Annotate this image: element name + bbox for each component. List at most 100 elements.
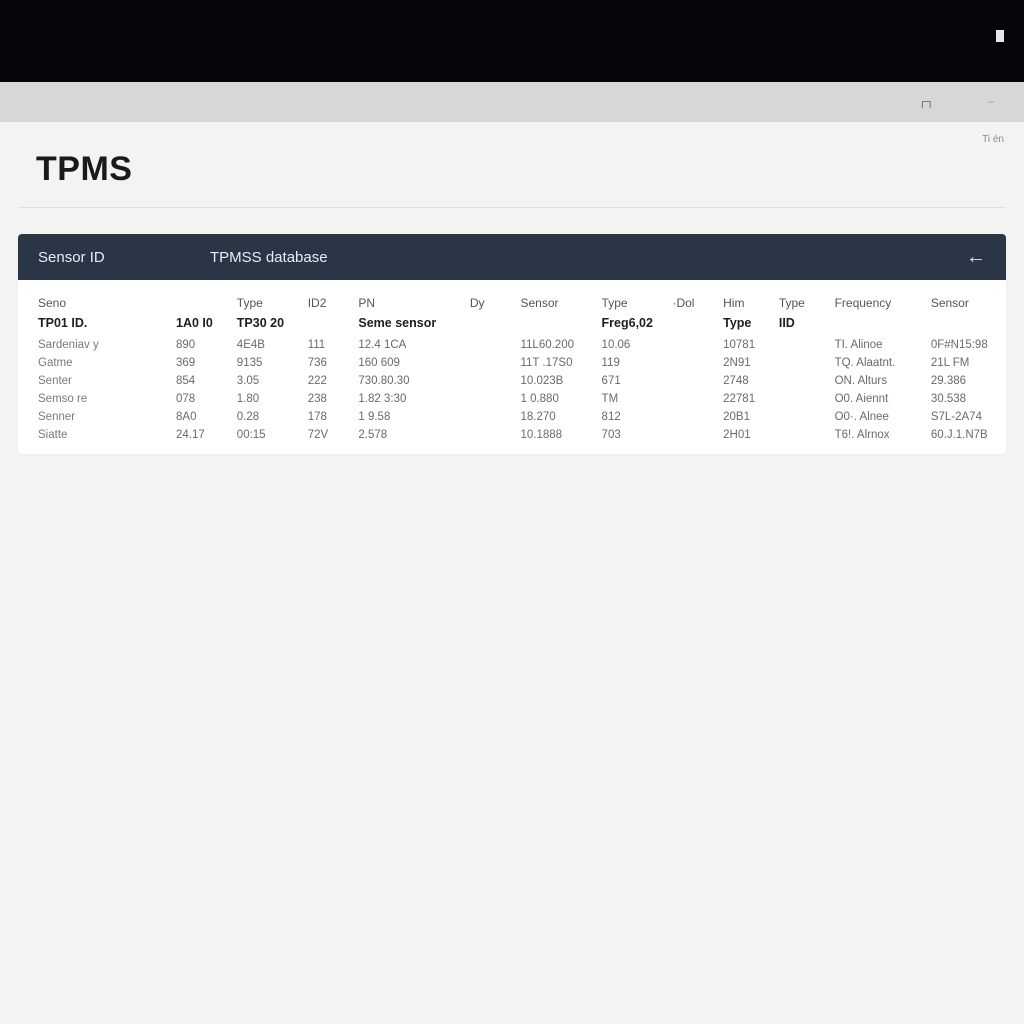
header-note: Ti én: [982, 134, 1004, 145]
subhead-cell: 1A0 I0: [170, 314, 231, 336]
cell: 238: [302, 390, 353, 408]
cell: Gatme: [18, 354, 170, 372]
col-header[interactable]: ·Dol: [666, 286, 717, 314]
cell: [773, 372, 829, 390]
cell: 1.80: [231, 390, 302, 408]
cell: O0. Aiennt: [829, 390, 925, 408]
table-row[interactable]: Senter 854 3.05 222 730.80.30 10.023B 67…: [18, 372, 1006, 390]
cell: 812: [596, 408, 667, 426]
cell: [773, 408, 829, 426]
cell: 703: [596, 426, 667, 444]
cell: 369: [170, 354, 231, 372]
cell: [666, 336, 717, 354]
cell: 9135: [231, 354, 302, 372]
cell: [666, 408, 717, 426]
sensor-table: Seno Type ID2 PN Dy Sensor Type ·Dol Him…: [18, 286, 1006, 444]
cell: TQ. Alaatnt.: [829, 354, 925, 372]
cell: 736: [302, 354, 353, 372]
cell: 30.538: [925, 390, 1006, 408]
cell: O0·. Alnee: [829, 408, 925, 426]
col-header[interactable]: Him: [717, 286, 773, 314]
col-header[interactable]: Sensor: [925, 286, 1006, 314]
col-header[interactable]: [170, 286, 231, 314]
cell: 22781: [717, 390, 773, 408]
cell: 8A0: [170, 408, 231, 426]
back-arrow-icon[interactable]: ←: [966, 246, 986, 269]
cell: 18.270: [514, 408, 595, 426]
cell: 160 609: [352, 354, 463, 372]
col-header[interactable]: Type: [596, 286, 667, 314]
cell: TI. Alinoe: [829, 336, 925, 354]
table-row[interactable]: Semso re 078 1.80 238 1.82 3:30 1 0.880 …: [18, 390, 1006, 408]
subhead-cell: [829, 314, 925, 336]
subhead-cell: Freg6,02: [596, 314, 667, 336]
top-bar: [0, 0, 1024, 82]
table-row[interactable]: Gatme 369 9135 736 160 609 11T .17S0 119…: [18, 354, 1006, 372]
cell: Senner: [18, 408, 170, 426]
cell: [464, 372, 515, 390]
data-panel: Sensor ID TPMSS database ← Seno Type ID2: [18, 234, 1006, 454]
subheader-glyph2-icon: –: [988, 96, 994, 108]
cell: 10.1888: [514, 426, 595, 444]
table-row[interactable]: Siatte 24.17 00:15 72V 2.578 10.1888 703…: [18, 426, 1006, 444]
cell: 0.28: [231, 408, 302, 426]
subhead-cell: [302, 314, 353, 336]
subhead-cell: TP01 ID.: [18, 314, 170, 336]
table-row[interactable]: Senner 8A0 0.28 178 1 9.58 18.270 812 20…: [18, 408, 1006, 426]
cell: TM: [596, 390, 667, 408]
cell: 4E4B: [231, 336, 302, 354]
cell: [666, 354, 717, 372]
cell: 12.4 1CA: [352, 336, 463, 354]
cell: T6!. Alrnox: [829, 426, 925, 444]
cell: Sardeniav y: [18, 336, 170, 354]
cell: Senter: [18, 372, 170, 390]
cell: 72V: [302, 426, 353, 444]
cell: 3.05: [231, 372, 302, 390]
cell: 854: [170, 372, 231, 390]
cell: 1 0.880: [514, 390, 595, 408]
cell: 178: [302, 408, 353, 426]
title-row: TPMS: [0, 122, 1024, 207]
cell: 730.80.30: [352, 372, 463, 390]
table-header-row: Seno Type ID2 PN Dy Sensor Type ·Dol Him…: [18, 286, 1006, 314]
cell: 20B1: [717, 408, 773, 426]
cell: [464, 408, 515, 426]
cell: [464, 426, 515, 444]
cell: Semso re: [18, 390, 170, 408]
content-area: Ti én TPMS Sensor ID TPMSS database ← Se…: [0, 122, 1024, 1024]
cell: [666, 390, 717, 408]
top-bar-indicator-icon: [996, 30, 1004, 42]
col-header[interactable]: Dy: [464, 286, 515, 314]
cell: Siatte: [18, 426, 170, 444]
col-header[interactable]: ID2: [302, 286, 353, 314]
cell: [666, 426, 717, 444]
subhead-cell: [514, 314, 595, 336]
cell: [464, 336, 515, 354]
table-subheader-row: TP01 ID. 1A0 I0 TP30 20 Seme sensor Freg…: [18, 314, 1006, 336]
cell: 11L60.200: [514, 336, 595, 354]
subhead-cell: Seme sensor: [352, 314, 463, 336]
cell: 29.386: [925, 372, 1006, 390]
cell: 0F#N15:98: [925, 336, 1006, 354]
cell: 10781: [717, 336, 773, 354]
subheader-bar: ┌┐ –: [0, 82, 1024, 122]
cell: [464, 390, 515, 408]
col-header[interactable]: Sensor: [514, 286, 595, 314]
cell: 00:15: [231, 426, 302, 444]
cell: [773, 426, 829, 444]
panel-header-left-label: Sensor ID: [38, 249, 210, 266]
cell: 2.578: [352, 426, 463, 444]
col-header[interactable]: Frequency: [829, 286, 925, 314]
table-row[interactable]: Sardeniav y 890 4E4B 111 12.4 1CA 11L60.…: [18, 336, 1006, 354]
cell: [464, 354, 515, 372]
cell: 60.J.1.N7B: [925, 426, 1006, 444]
col-header[interactable]: Type: [773, 286, 829, 314]
col-header[interactable]: Type: [231, 286, 302, 314]
cell: S7L-2A74: [925, 408, 1006, 426]
cell: ON. Alturs: [829, 372, 925, 390]
title-divider: [18, 207, 1006, 208]
table-wrap: Seno Type ID2 PN Dy Sensor Type ·Dol Him…: [18, 280, 1006, 454]
subhead-cell: [666, 314, 717, 336]
col-header[interactable]: Seno: [18, 286, 170, 314]
col-header[interactable]: PN: [352, 286, 463, 314]
